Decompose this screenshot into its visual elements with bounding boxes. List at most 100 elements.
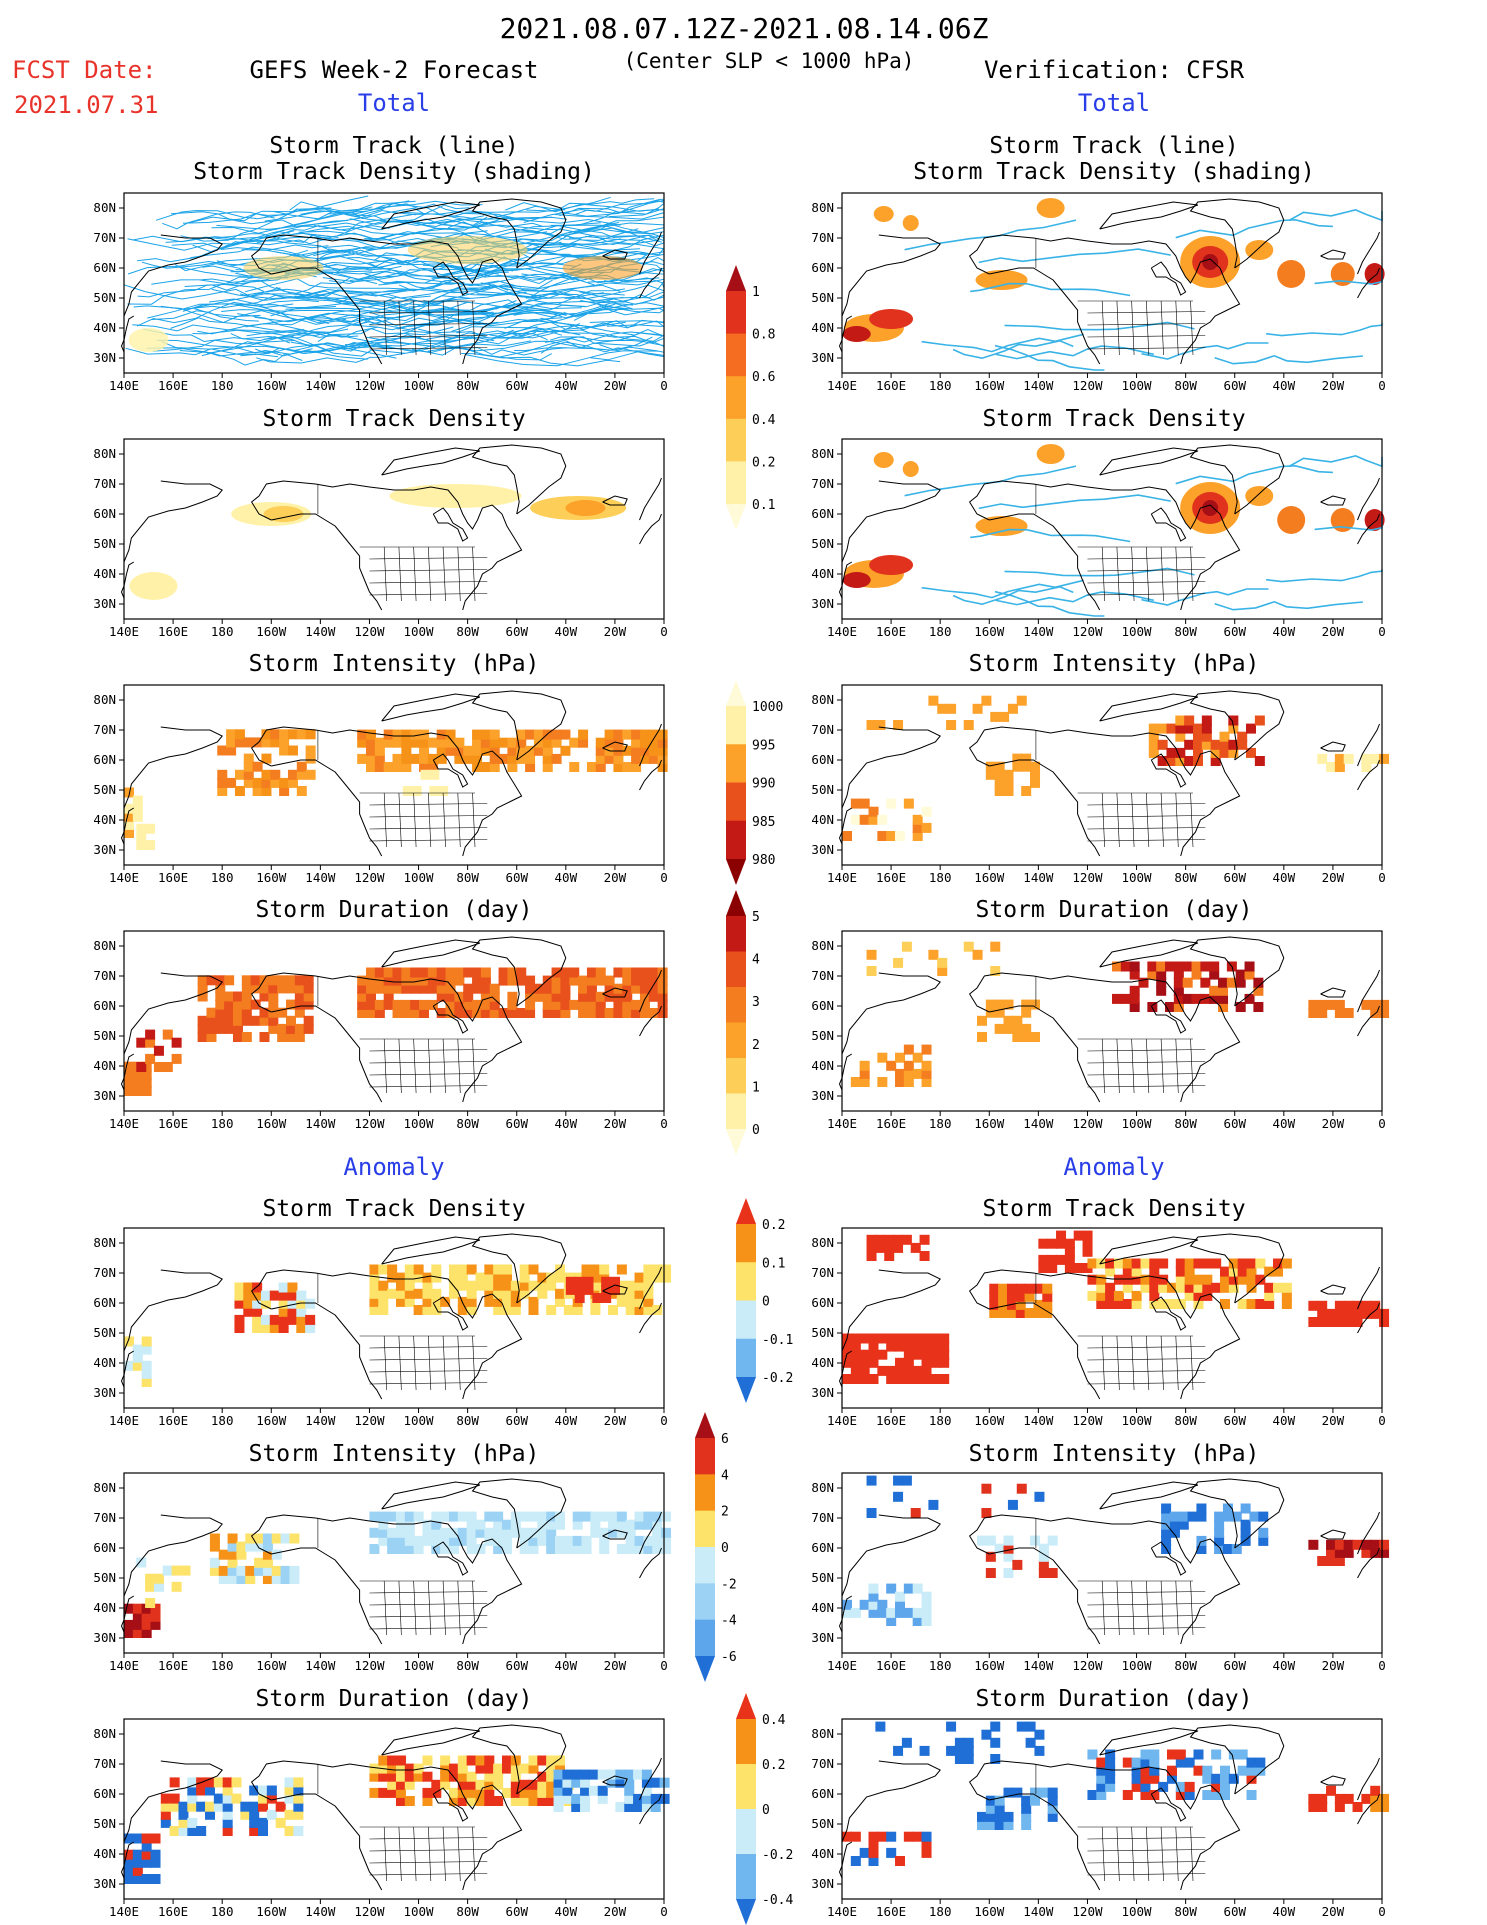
storm-track-line xyxy=(465,350,659,367)
map-fcst-total-intensity: 140E 160E 180 160W 140W 120W 100W 80W 60W 40W 20W 0… xyxy=(93,684,668,885)
grid-cell xyxy=(484,1288,495,1299)
grid-cell xyxy=(493,1511,504,1522)
grid-cell xyxy=(555,1535,566,1546)
colorbar-swatch xyxy=(726,916,746,952)
grid-cell xyxy=(410,737,421,748)
grid-cell xyxy=(1211,1282,1222,1293)
lat-tick-label: 40N xyxy=(811,1058,834,1073)
grid-cell xyxy=(289,1565,300,1576)
grid-cell xyxy=(1007,1499,1018,1510)
grid-cell xyxy=(1021,1820,1032,1830)
grid-cell xyxy=(954,1754,965,1764)
grid-cell xyxy=(404,1544,415,1554)
grid-cell xyxy=(480,967,491,978)
grid-cell xyxy=(1184,1790,1195,1800)
grid-cell xyxy=(1193,1765,1204,1776)
colorbar-swatch xyxy=(726,820,746,860)
lon-tick-label: 140W xyxy=(305,870,336,885)
grid-cell xyxy=(595,753,606,764)
grid-cell xyxy=(1021,1803,1032,1814)
grid-cell xyxy=(1034,1729,1045,1740)
grid-cell xyxy=(624,1777,635,1788)
grid-cell xyxy=(886,1374,897,1384)
lon-tick-label: 60W xyxy=(505,870,528,885)
grid-cell xyxy=(1317,1802,1328,1812)
grid-cell xyxy=(226,745,237,756)
grid-cell xyxy=(277,983,288,994)
lon-tick-label: 140E xyxy=(109,1904,139,1919)
colorbar-swatch xyxy=(726,461,746,505)
grid-cell xyxy=(215,1007,226,1018)
grid-cell xyxy=(401,999,412,1010)
grid-cell xyxy=(395,1771,406,1782)
grid-cell xyxy=(436,753,447,764)
grid-cell xyxy=(657,729,668,740)
grid-cell xyxy=(493,1771,504,1782)
grid-cell xyxy=(284,1826,295,1836)
grid-cell xyxy=(516,967,527,978)
grid-cell xyxy=(1202,1790,1213,1800)
grid-cell xyxy=(271,1533,282,1544)
right-total-label: Total xyxy=(1077,89,1151,117)
grid-cell xyxy=(463,745,474,756)
grid-cell xyxy=(286,1032,296,1042)
grid-cell xyxy=(985,1568,996,1578)
lat-tick-label: 30N xyxy=(811,1088,834,1103)
grid-cell xyxy=(280,1574,291,1584)
grid-cell xyxy=(998,1291,1009,1302)
grid-cell xyxy=(1024,1308,1035,1318)
grid-cell xyxy=(616,1296,627,1307)
grid-cell xyxy=(1003,1543,1014,1554)
grid-cell xyxy=(921,1044,932,1055)
density-blob xyxy=(1330,508,1355,532)
grid-cell xyxy=(215,1023,226,1034)
grid-cell xyxy=(227,1565,238,1576)
storm-track-line xyxy=(514,224,640,237)
grid-cell xyxy=(555,1519,566,1530)
grid-cell xyxy=(639,737,650,748)
grid-cell xyxy=(595,745,606,756)
grid-cell xyxy=(639,729,650,740)
grid-cell xyxy=(1184,756,1195,766)
lon-tick-label: 120W xyxy=(354,1904,385,1919)
grid-cell xyxy=(652,1519,663,1530)
grid-cell xyxy=(604,983,615,994)
grid-cell xyxy=(259,991,270,1002)
grid-cell xyxy=(1105,1258,1116,1269)
grid-cell xyxy=(560,991,571,1002)
grid-cell xyxy=(209,1541,220,1552)
storm-track-line xyxy=(137,273,290,298)
grid-cell xyxy=(305,769,316,780)
grid-cell xyxy=(1158,1258,1169,1269)
grid-cell xyxy=(895,1333,906,1344)
grid-cell xyxy=(1166,1282,1177,1293)
grid-cell xyxy=(445,991,456,1002)
grid-cell xyxy=(383,999,394,1010)
grid-cell xyxy=(1226,977,1237,988)
grid-cell xyxy=(401,983,412,994)
grid-cell xyxy=(294,983,305,994)
lon-tick-label: 160E xyxy=(158,624,188,639)
grid-cell xyxy=(1006,1308,1017,1318)
grid-cell xyxy=(1158,1299,1169,1309)
grid-cell xyxy=(895,1357,906,1368)
grid-cell xyxy=(657,999,668,1010)
grid-cell xyxy=(1003,1811,1014,1822)
grid-cell xyxy=(1173,1002,1184,1012)
grid-cell xyxy=(1240,1519,1251,1530)
lon-tick-label: 160E xyxy=(876,1904,906,1919)
grid-cell xyxy=(448,1511,459,1522)
grid-cell xyxy=(542,1008,553,1018)
lon-tick-label: 100W xyxy=(403,870,434,885)
grid-cell xyxy=(555,1544,566,1554)
grid-cell xyxy=(502,1305,512,1315)
grid-cell xyxy=(1191,969,1202,980)
grid-cell xyxy=(413,1288,424,1299)
lon-tick-label: 80W xyxy=(456,870,479,885)
grid-cell xyxy=(160,1793,171,1804)
grid-cell xyxy=(1235,977,1246,988)
grid-cell xyxy=(1105,1299,1116,1309)
storm-track-line xyxy=(1141,342,1269,360)
lat-tick-label: 30N xyxy=(93,350,116,365)
grid-cell xyxy=(252,1290,263,1301)
